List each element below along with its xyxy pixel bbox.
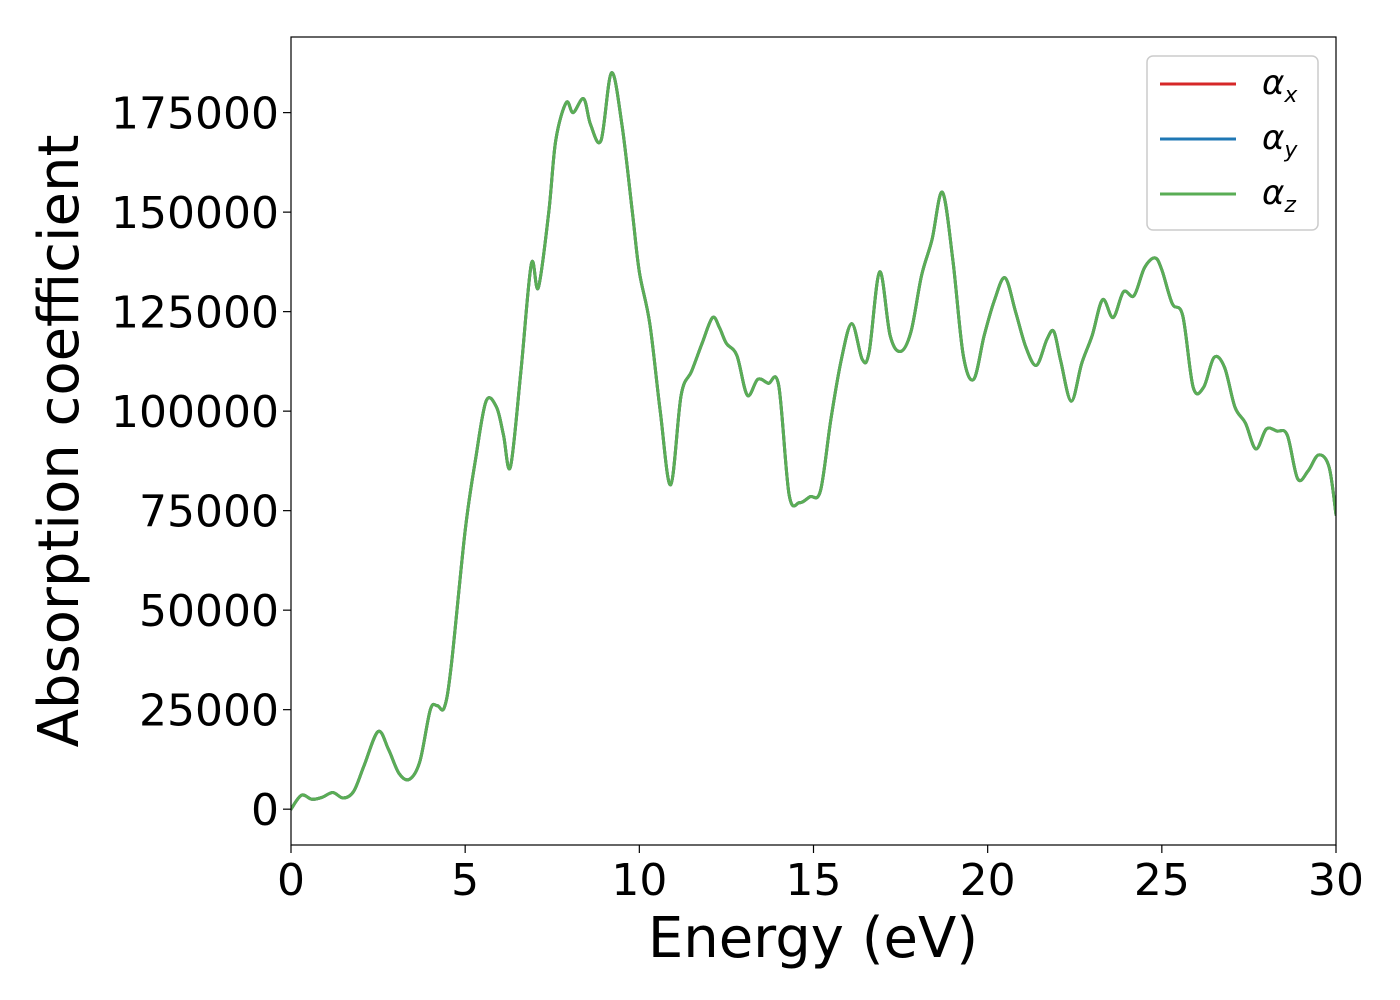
y-tick-label: 125000 [111, 288, 279, 339]
x-tick-label: 30 [1308, 855, 1364, 906]
x-axis-label: Energy (eV) [648, 906, 978, 971]
series-layer [291, 71, 1336, 811]
legend-subscript: x [1283, 83, 1298, 108]
y-axis-label: Absorption coefficient [27, 135, 92, 748]
x-tick-label: 15 [786, 855, 842, 906]
y-tick-label: 50000 [139, 586, 279, 637]
y-axis: 0 25000 50000 75000 100000 125000 150000 175000 [111, 89, 291, 836]
legend-symbol: α [1262, 63, 1284, 103]
x-tick-label: 20 [960, 855, 1016, 906]
x-tick-label: 10 [611, 855, 667, 906]
x-axis: 0 5 10 15 20 25 30 [277, 845, 1364, 906]
legend-symbol: α [1262, 118, 1284, 158]
legend-label: αy [1262, 118, 1298, 163]
x-tick-label: 5 [451, 855, 479, 906]
series-line-z [291, 71, 1336, 811]
legend-label: αz [1262, 173, 1296, 218]
y-tick-label: 175000 [111, 89, 279, 140]
y-tick-label: 25000 [139, 686, 279, 737]
legend-symbol: α [1262, 173, 1284, 213]
x-tick-label: 0 [277, 855, 305, 906]
y-tick-label: 75000 [139, 487, 279, 538]
legend-box [1146, 55, 1319, 231]
legend-subscript: z [1283, 193, 1296, 218]
y-tick-label: 0 [251, 785, 279, 836]
legend-label: αx [1262, 63, 1298, 108]
legend-subscript: y [1283, 138, 1298, 163]
y-tick-label: 150000 [111, 188, 279, 239]
y-tick-label: 100000 [111, 387, 279, 438]
x-tick-label: 25 [1134, 855, 1190, 906]
